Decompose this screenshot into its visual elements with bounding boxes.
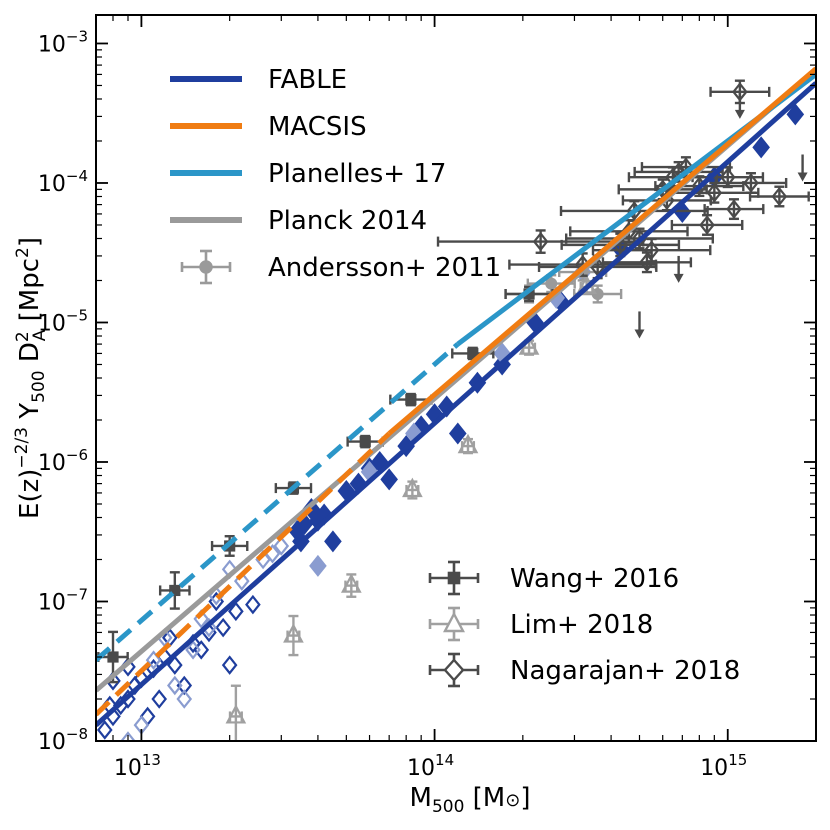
fable-light-filled-point-0 — [309, 554, 327, 577]
x-tick-label-1: 1014 — [407, 751, 454, 781]
legend-top-left-label-2: Planelles+ 17 — [268, 159, 446, 189]
nagarajan-2018-point-5 — [643, 240, 660, 260]
y-tick-label-0: 10−8 — [38, 725, 88, 755]
line-fable — [96, 81, 816, 727]
y-tick-label-1: 10−7 — [38, 585, 88, 615]
fable-groups-open-point-8 — [167, 655, 183, 675]
nagarajan-2018-point-0 — [532, 231, 549, 252]
nagarajan-2018-point-17 — [639, 252, 655, 273]
legend-bottom-right-label-2: Nagarajan+ 2018 — [510, 656, 740, 686]
y-tick-label-2: 10−6 — [38, 446, 88, 476]
plot-area — [96, 66, 816, 741]
lim-2018-point-1 — [283, 623, 304, 643]
legend-bottom-right-label-1: Lim+ 2018 — [510, 610, 653, 640]
wang-2016-point-7 — [523, 288, 535, 300]
fable-clusters-point-5 — [324, 530, 342, 553]
nagarajan-2018-point-14 — [771, 186, 788, 207]
nagarajan-2018-upper-limit-arrow-3 — [797, 172, 808, 182]
line-planelles-17-extrapolated — [96, 342, 460, 663]
legend-top-left-label-0: FABLE — [268, 65, 347, 95]
legend-bottom-right-marker-2 — [443, 658, 465, 682]
lim-2018-point-2 — [340, 573, 362, 593]
fable-light-open-point-4 — [176, 689, 193, 709]
y-tick-label-3: 10−5 — [38, 306, 88, 336]
wang-2016-point-4 — [359, 436, 371, 448]
fable-clusters-point-10 — [370, 450, 389, 473]
x-tick-label-0: 1013 — [114, 751, 161, 781]
legend-bottom-right-label-0: Wang+ 2016 — [510, 564, 679, 594]
legend-bottom-right-marker-1 — [443, 611, 465, 633]
fable-clusters-point-3 — [309, 509, 327, 532]
nagarajan-2018-point-18 — [699, 215, 715, 235]
nagarajan-2018-point-13 — [743, 173, 759, 193]
andersson-2011-point-1 — [545, 277, 558, 290]
lim-2018-point-3 — [402, 477, 423, 498]
y-tick-label-5: 10−3 — [38, 27, 88, 57]
fable-clusters-point-7 — [337, 479, 356, 502]
nagarajan-2018-errorbar-19 — [703, 198, 765, 221]
nagarajan-2018-point-19 — [726, 199, 742, 219]
wang-2016-point-0 — [107, 651, 119, 663]
lim-2018-point-0 — [225, 704, 247, 724]
fable-light-open-point-9 — [273, 536, 290, 556]
wang-2016-point-5 — [405, 394, 417, 406]
fable-groups-open-point-21 — [221, 655, 238, 675]
lim-2018-point-4 — [457, 433, 479, 454]
fable-groups-open-point-23 — [151, 689, 168, 709]
legend-top-left-marker-4 — [199, 260, 213, 274]
plot-frame — [95, 14, 817, 742]
fable-clusters-point-15 — [437, 395, 456, 418]
fable-light-open-point-10 — [167, 675, 183, 696]
wang-2016-point-6 — [467, 347, 479, 360]
fable-groups-open-point-3 — [120, 689, 136, 709]
fable-groups-open-point-12 — [228, 601, 244, 622]
fable-clusters-point-24 — [786, 103, 805, 126]
legend-top-left-label-3: Planck 2014 — [268, 206, 427, 236]
nagarajan-2018-upper-limit-arrow-1 — [634, 329, 645, 339]
fable-clusters-point-19 — [526, 311, 544, 334]
fable-groups-open-point-11 — [215, 617, 231, 638]
fable-light-open-point-11 — [185, 640, 201, 660]
fable-clusters-point-16 — [448, 422, 467, 445]
x-tick-label-2: 1015 — [700, 751, 747, 781]
nagarajan-2018-upper-limit-arrow-2 — [673, 273, 684, 283]
line-macsis — [387, 66, 816, 436]
fable-light-filled-point-3 — [493, 342, 511, 365]
fable-clusters-point-11 — [380, 468, 398, 491]
nagarajan-2018-point-10 — [706, 183, 723, 203]
fable-groups-open-point-13 — [245, 594, 261, 615]
legend-top-left-label-1: MACSIS — [268, 112, 367, 142]
line-macsis-extrapolated — [96, 431, 391, 717]
y-tick-label-4: 10−4 — [38, 167, 88, 197]
fable-clusters-point-23 — [752, 136, 770, 159]
wang-2016-point-1 — [169, 584, 181, 597]
legend-bottom-right: Wang+ 2016 Lim+ 2018 Nagarajan+ 2018 — [428, 560, 740, 688]
wang-2016-errorbar-1 — [158, 571, 191, 610]
fable-groups-open-point-0 — [96, 720, 113, 740]
legend-bottom-right-marker-0 — [447, 571, 461, 585]
fable-light-open-point-0 — [120, 731, 136, 741]
nagarajan-2018-upper-limit-arrow-0 — [734, 109, 745, 119]
legend-top-left: FABLE MACSIS Planelles+ 17 Planck 2014 Ander… — [170, 65, 501, 285]
legend-top-left-label-4: Andersson+ 2011 — [268, 253, 501, 283]
